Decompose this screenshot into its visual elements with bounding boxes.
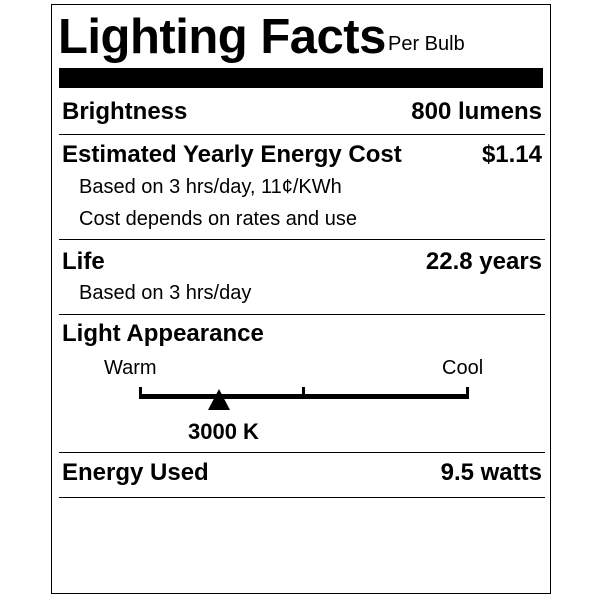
energy-used-label: Energy Used <box>62 459 209 486</box>
scale-tick <box>466 387 469 399</box>
label-frame <box>51 4 551 594</box>
brightness-value: 800 lumens <box>411 98 542 125</box>
divider <box>59 497 545 498</box>
color-temperature-value: 3000 K <box>188 419 259 444</box>
scale-tick <box>302 387 305 397</box>
cool-label: Cool <box>442 357 484 379</box>
life-note: Based on 3 hrs/day <box>79 282 252 304</box>
divider <box>59 134 545 135</box>
label-subtitle: Per Bulb <box>388 33 465 55</box>
energy-used-value: 9.5 watts <box>440 459 542 486</box>
warm-label: Warm <box>104 357 157 379</box>
divider <box>59 314 545 315</box>
label-title: Lighting Facts <box>58 10 386 64</box>
color-temperature-marker-icon <box>208 389 230 410</box>
life-label: Life <box>62 248 105 275</box>
divider <box>59 452 545 453</box>
energy-cost-note: Based on 3 hrs/day, 11¢/KWh <box>79 176 342 198</box>
brightness-label: Brightness <box>62 98 188 125</box>
light-appearance-label: Light Appearance <box>62 320 264 347</box>
energy-cost-label: Estimated Yearly Energy Cost <box>62 141 402 168</box>
title-bar-divider <box>59 68 543 88</box>
divider <box>59 239 545 240</box>
life-value: 22.8 years <box>425 248 542 275</box>
scale-tick <box>139 387 142 399</box>
energy-cost-note: Cost depends on rates and use <box>79 208 357 230</box>
energy-cost-value: $1.14 <box>481 141 542 168</box>
